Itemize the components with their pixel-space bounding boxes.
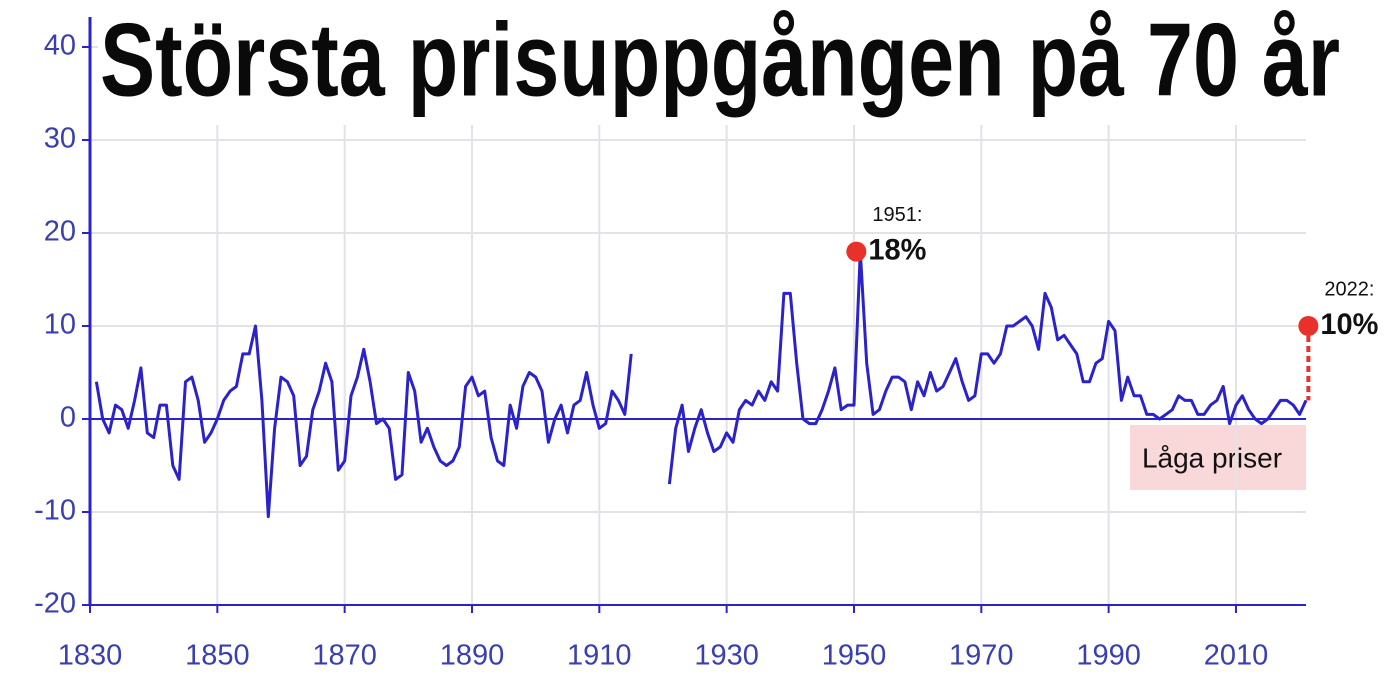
data-line xyxy=(94,250,1308,519)
x-tick-label: 1830 xyxy=(58,640,123,672)
x-tick-label: 1930 xyxy=(694,640,759,672)
y-tick-label: 20 xyxy=(44,216,76,248)
y-tick-label: 10 xyxy=(44,309,76,341)
annotation-dot xyxy=(1298,316,1319,336)
x-tick-label: 2010 xyxy=(1204,640,1269,672)
low-price-box xyxy=(1130,425,1306,490)
x-tick-label: 1850 xyxy=(185,640,250,672)
y-tick-label: -20 xyxy=(34,588,76,620)
annotation-dot xyxy=(846,241,867,262)
annotation-value: 18% xyxy=(868,234,926,267)
chart-title: Största prisuppgången på 70 år xyxy=(100,2,1340,118)
y-tick-label: -10 xyxy=(34,495,76,527)
note: Låga priser xyxy=(1142,442,1282,473)
annotation-value: 10% xyxy=(1320,308,1378,341)
y-tick-label: 40 xyxy=(44,30,76,62)
x-tick-label: 1870 xyxy=(312,640,377,672)
y-tick-label: 0 xyxy=(60,402,76,434)
x-tick-label: 1950 xyxy=(822,640,887,672)
title-background xyxy=(98,0,1343,125)
annotation-label: 2022: xyxy=(1324,278,1374,300)
y-tick-label: 30 xyxy=(44,123,76,155)
x-tick-label: 1970 xyxy=(949,640,1014,672)
x-tick-label: 1990 xyxy=(1076,640,1141,672)
annotation-label: 1951: xyxy=(872,204,922,226)
x-tick-label: 1890 xyxy=(440,640,505,672)
x-tick-label: 1910 xyxy=(567,640,632,672)
